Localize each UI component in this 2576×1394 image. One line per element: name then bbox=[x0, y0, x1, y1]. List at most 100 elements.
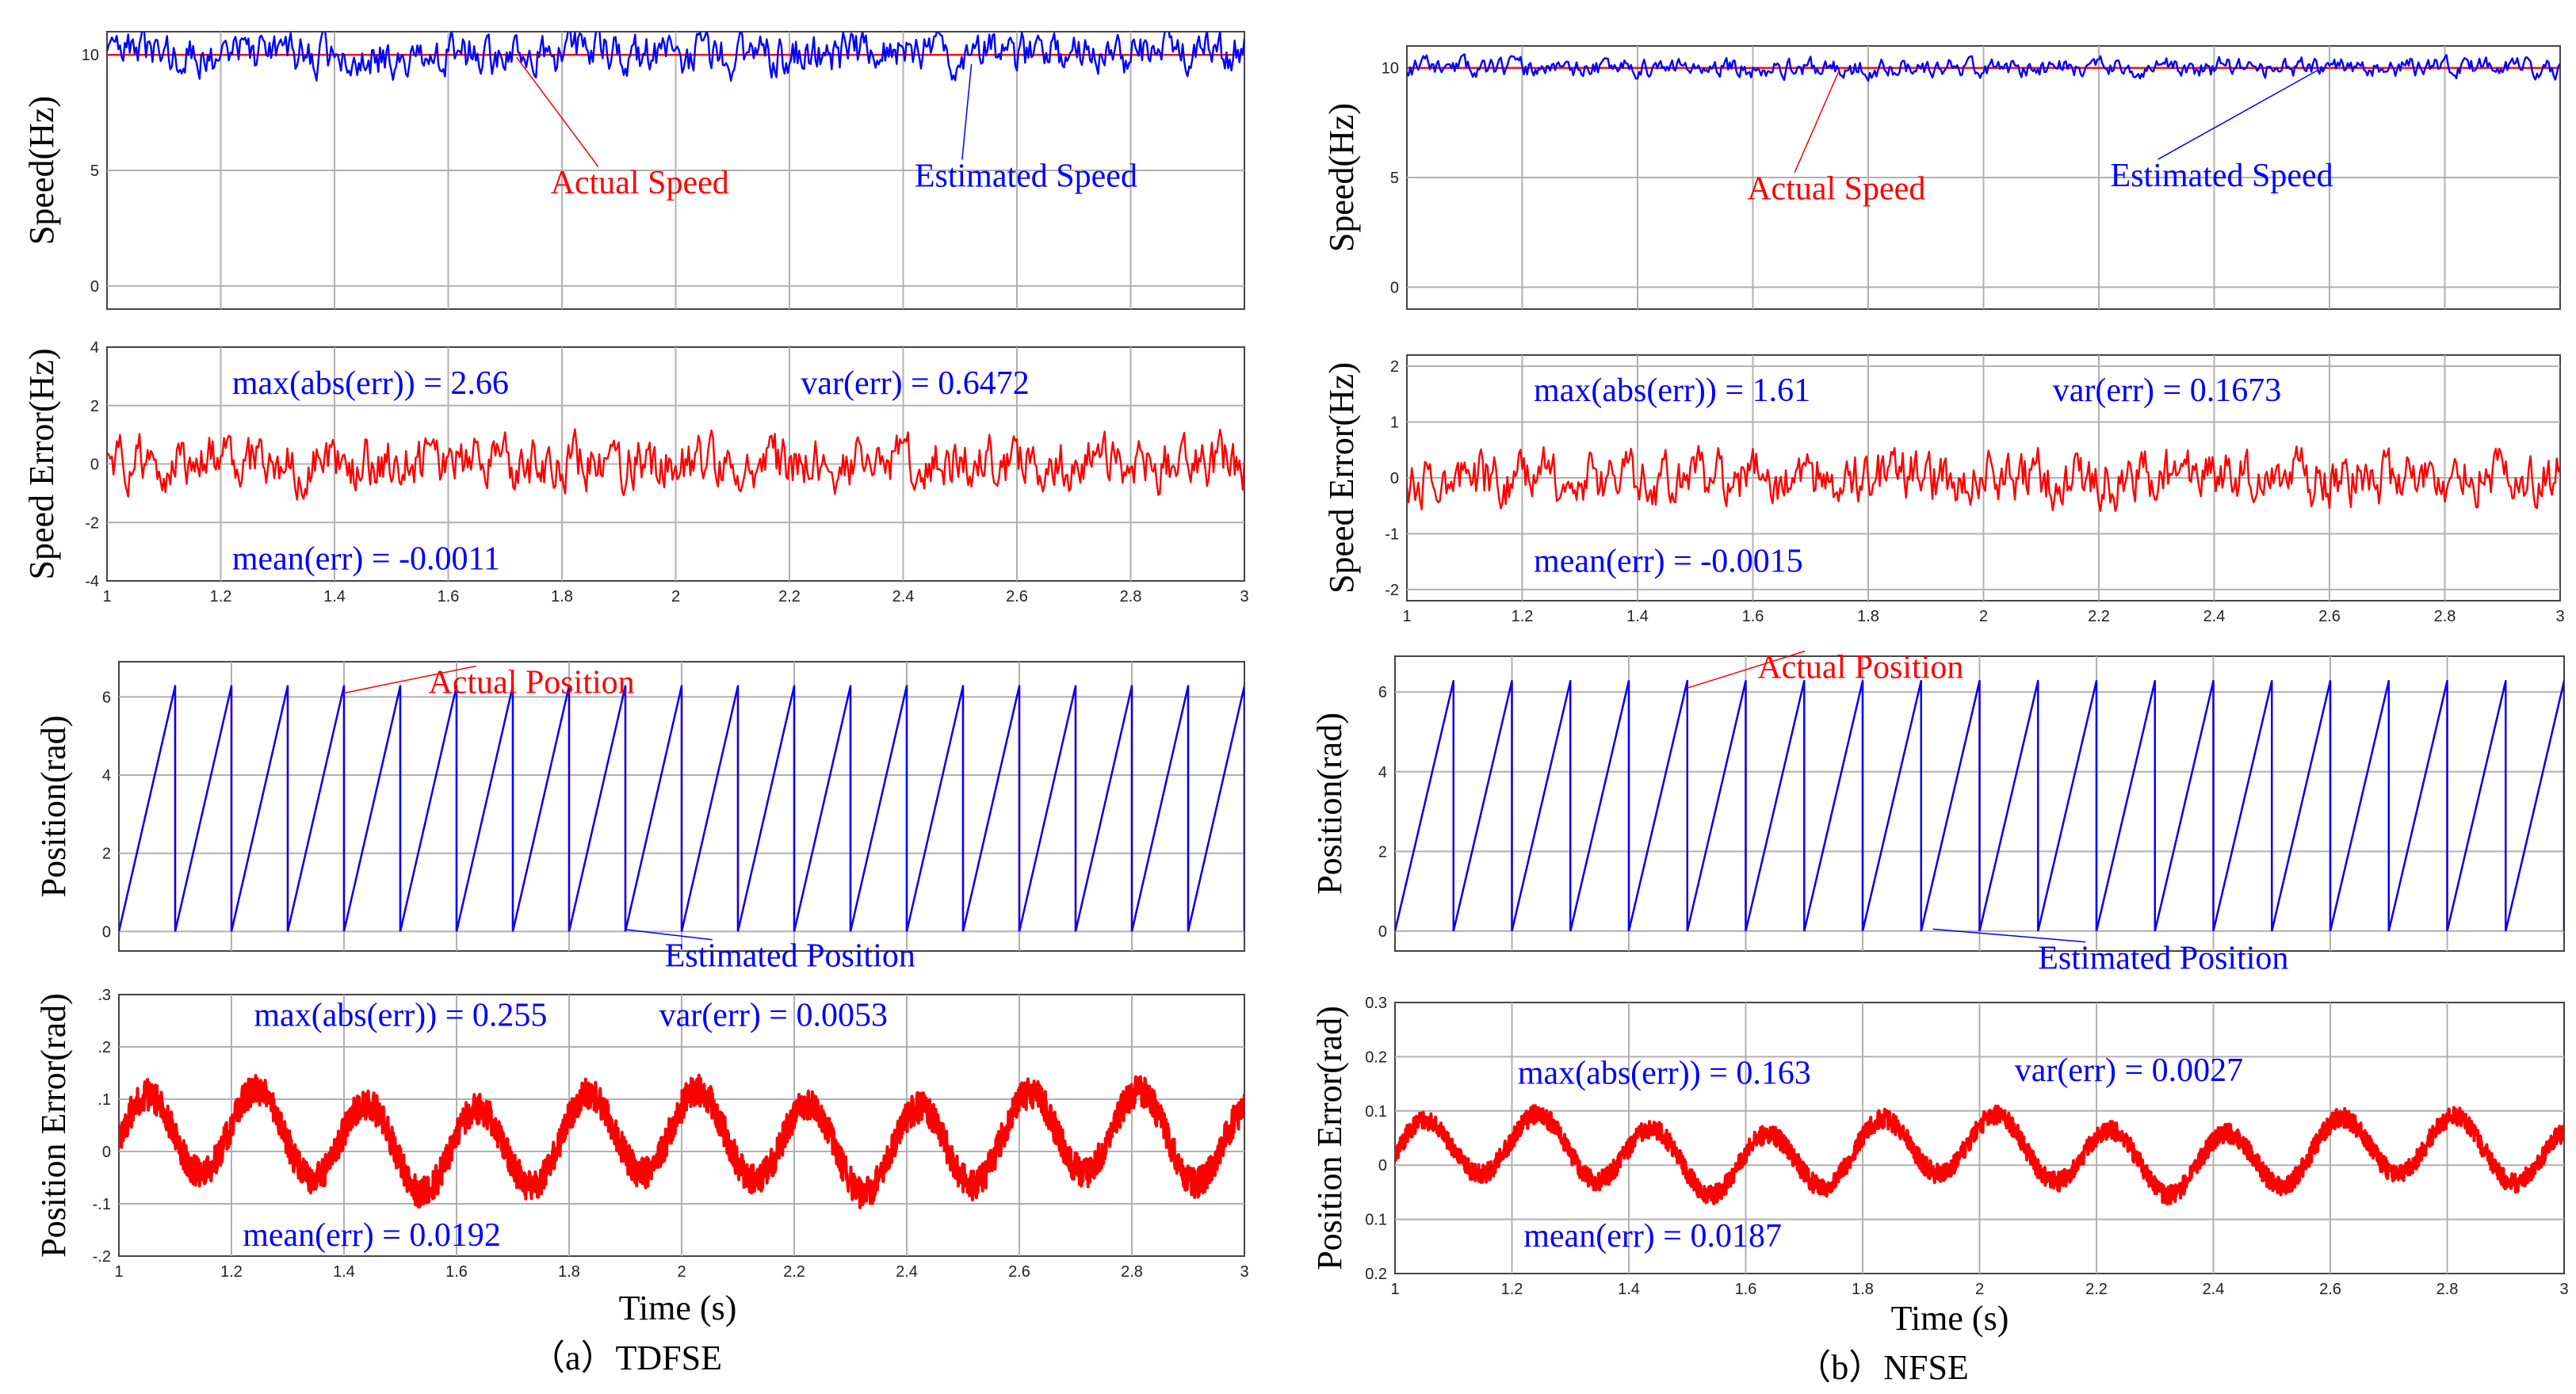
y-axis-label: Position(rad) bbox=[34, 716, 73, 898]
chart-b-pos: 0 2 4 6 Position(rad) Actual Position Estimate… bbox=[1310, 650, 2565, 977]
x-tick-label: 2.2 bbox=[2085, 1281, 2108, 1298]
x-tick-label: 1.8 bbox=[558, 1263, 580, 1281]
y-tick-label: 2 bbox=[1378, 843, 1387, 861]
y-tick-label: -2 bbox=[1385, 582, 1399, 599]
x-tick-label: 2.2 bbox=[783, 1263, 805, 1281]
y-tick-label: 5 bbox=[1390, 170, 1399, 187]
annotation-0: Actual Speed bbox=[1747, 171, 1925, 208]
chart-a-speed-err: 1 1.2 1.4 1.6 1.8 2 2.2 2.4 2.6 2.8 3 -4 -2 0 2 4 Speed … bbox=[22, 339, 1249, 605]
y-tick-label: -.2 bbox=[93, 1248, 111, 1266]
annotation-leader bbox=[625, 929, 713, 941]
chart-a-pos: 0 2 4 6 Position(rad) Actual Position Estimate… bbox=[34, 661, 1245, 975]
x-tick-label: 2.8 bbox=[1121, 1263, 1143, 1281]
y-tick-label: .3 bbox=[97, 987, 111, 1004]
y-tick-label: 0.3 bbox=[1365, 995, 1387, 1012]
y-tick-label: -.1 bbox=[93, 1196, 111, 1213]
x-tick-label: 1 bbox=[1402, 608, 1411, 625]
y-tick-label: 6 bbox=[1378, 684, 1387, 701]
x-tick-label: 3 bbox=[1240, 1263, 1248, 1281]
series-estimated-position bbox=[119, 685, 1244, 932]
x-tick-label: 2.4 bbox=[2203, 1281, 2225, 1298]
annotation-leader bbox=[515, 56, 599, 167]
x-tick-label: 1.2 bbox=[1501, 1281, 1523, 1298]
annotation-leader bbox=[1687, 650, 1806, 689]
annotation-0: max(abs(err)) = 1.61 bbox=[1534, 372, 1810, 409]
x-tick-label: 1.4 bbox=[1618, 1281, 1640, 1298]
y-tick-label: 0 bbox=[1390, 470, 1399, 487]
series-err bbox=[1407, 445, 2560, 512]
y-axis-label: Position Error(rad) bbox=[1310, 1006, 1349, 1270]
y-tick-label: 6 bbox=[102, 689, 111, 706]
y-tick-label: 0.2 bbox=[1365, 1048, 1387, 1066]
x-tick-label: 2.8 bbox=[2436, 1281, 2459, 1298]
x-tick-label: 2 bbox=[1975, 1281, 1984, 1298]
y-tick-label: 1 bbox=[1390, 414, 1399, 432]
annotation-2: mean(err) = -0.0015 bbox=[1534, 543, 1803, 579]
annotation-leader bbox=[961, 63, 973, 160]
annotation-0: max(abs(err)) = 2.66 bbox=[232, 365, 509, 402]
x-tick-label: 1.8 bbox=[1852, 1281, 1874, 1298]
y-tick-label: 2 bbox=[90, 398, 99, 415]
x-tick-label: 2.4 bbox=[2203, 608, 2226, 625]
y-axis-label: Speed(Hz) bbox=[1322, 103, 1361, 252]
series-err bbox=[107, 428, 1244, 501]
caption-a: （a）TDFSE bbox=[530, 1339, 722, 1377]
x-tick-label: 2 bbox=[677, 1263, 686, 1281]
annotation-1: var(err) = 0.1673 bbox=[2053, 372, 2281, 409]
x-tick-label: 1.4 bbox=[1626, 608, 1649, 625]
annotation-1: var(err) = 0.6472 bbox=[801, 365, 1029, 402]
series-estimated-speed bbox=[107, 32, 1244, 82]
y-axis-label: Speed Error(Hz) bbox=[1322, 362, 1361, 594]
y-tick-label: 0.2 bbox=[1365, 1266, 1387, 1283]
x-tick-label: 2.4 bbox=[892, 588, 915, 605]
chart-b-speed-err: 1 1.2 1.4 1.6 1.8 2 2.2 2.4 2.6 2.8 3 -2 -1 0 1 2 Speed … bbox=[1322, 354, 2565, 625]
x-axis-label-b: Time (s) bbox=[1891, 1299, 2009, 1338]
y-tick-label: 0 bbox=[1378, 1157, 1387, 1174]
annotation-1: var(err) = 0.0053 bbox=[659, 998, 888, 1034]
y-axis-label: Position Error(rad) bbox=[34, 993, 73, 1258]
x-tick-label: 2.8 bbox=[2434, 608, 2456, 625]
x-tick-label: 3 bbox=[1240, 588, 1248, 605]
x-tick-label: 2.8 bbox=[1120, 588, 1142, 605]
x-tick-label: 1.8 bbox=[1857, 608, 1879, 625]
annotation-1: Estimated Position bbox=[2038, 941, 2288, 977]
chart-a-pos-err: 1 1.2 1.4 1.6 1.8 2 2.2 2.4 2.6 2.8 3 -.2 -.1 0 .1 .2 .3… bbox=[34, 987, 1249, 1281]
x-tick-label: 1.8 bbox=[551, 588, 573, 605]
y-axis-label: Speed(Hz) bbox=[22, 96, 61, 245]
x-tick-label: 3 bbox=[2559, 1281, 2568, 1298]
x-tick-label: 1 bbox=[102, 588, 111, 605]
y-tick-label: -1 bbox=[1385, 525, 1399, 543]
x-tick-label: 2.6 bbox=[1006, 588, 1028, 605]
series-estimated-position bbox=[1395, 680, 2564, 932]
y-tick-label: 4 bbox=[1378, 764, 1387, 781]
annotation-leader bbox=[343, 665, 476, 694]
y-tick-label: 0.1 bbox=[1365, 1103, 1387, 1121]
y-tick-label: 2 bbox=[102, 846, 111, 863]
x-tick-label: 1.6 bbox=[1742, 608, 1764, 625]
annotation-2: mean(err) = 0.0187 bbox=[1523, 1218, 1782, 1255]
x-axis-label-a: Time (s) bbox=[619, 1289, 737, 1327]
y-axis-label: Position(rad) bbox=[1310, 712, 1349, 895]
y-tick-label: .2 bbox=[97, 1039, 111, 1056]
y-tick-label: 0 bbox=[90, 456, 99, 474]
x-tick-label: 3 bbox=[2555, 608, 2564, 625]
y-tick-label: 2 bbox=[1390, 358, 1399, 376]
annotation-0: Actual Position bbox=[429, 664, 635, 701]
chart-a-speed: 0 5 10 Speed(Hz) Actual Speed Estimated Speed bbox=[22, 31, 1245, 310]
annotation-1: Estimated Speed bbox=[915, 158, 1137, 194]
x-tick-label: 1.6 bbox=[438, 588, 460, 605]
x-tick-label: 2.6 bbox=[2318, 608, 2341, 625]
annotation-leader bbox=[1932, 928, 2086, 943]
x-tick-label: 1.6 bbox=[445, 1263, 468, 1281]
annotation-leader bbox=[1794, 70, 1840, 173]
x-tick-label: 1 bbox=[114, 1263, 123, 1281]
annotation-1: var(err) = 0.0027 bbox=[2015, 1052, 2243, 1089]
series-err bbox=[1395, 1104, 2564, 1206]
y-tick-label: 10 bbox=[82, 47, 99, 64]
x-tick-label: 1.4 bbox=[333, 1263, 355, 1281]
y-tick-label: 0 bbox=[102, 923, 111, 941]
y-tick-label: 0 bbox=[102, 1144, 111, 1161]
annotation-1: Estimated Speed bbox=[2111, 158, 2333, 194]
x-tick-label: 1.6 bbox=[1735, 1281, 1757, 1298]
